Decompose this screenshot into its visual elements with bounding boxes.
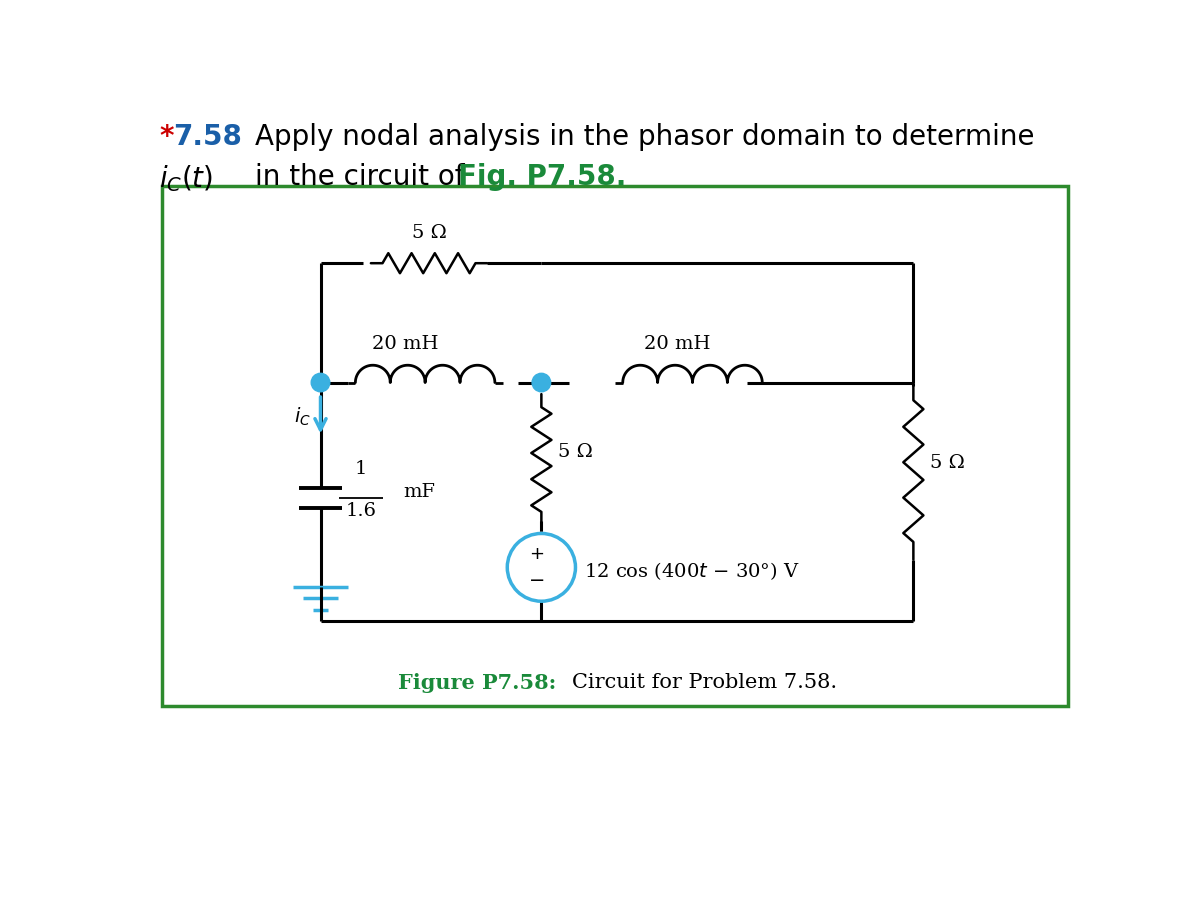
Text: 12 cos (400$t$ − 30°) V: 12 cos (400$t$ − 30°) V <box>584 561 800 582</box>
Circle shape <box>311 373 330 392</box>
Circle shape <box>532 373 551 392</box>
Text: 7.58: 7.58 <box>173 123 242 151</box>
Circle shape <box>508 533 576 602</box>
FancyBboxPatch shape <box>162 187 1068 706</box>
Text: in the circuit of: in the circuit of <box>254 163 473 191</box>
Text: 5 Ω: 5 Ω <box>558 443 593 460</box>
Text: 1: 1 <box>355 460 367 478</box>
Text: 5 Ω: 5 Ω <box>930 454 965 472</box>
Text: +: + <box>529 545 545 563</box>
Text: Apply nodal analysis in the phasor domain to determine: Apply nodal analysis in the phasor domai… <box>254 123 1034 151</box>
Text: $i_C$: $i_C$ <box>294 406 311 428</box>
Text: Figure P7.58:: Figure P7.58: <box>398 672 557 693</box>
Text: −: − <box>528 571 545 590</box>
Text: $i_C(t)$: $i_C(t)$ <box>160 163 214 194</box>
Text: 20 mH: 20 mH <box>372 335 439 353</box>
Text: Fig. P7.58.: Fig. P7.58. <box>458 163 626 191</box>
Text: *: * <box>160 123 174 151</box>
Text: 20 mH: 20 mH <box>643 335 710 353</box>
Text: mF: mF <box>403 483 436 501</box>
Text: Circuit for Problem 7.58.: Circuit for Problem 7.58. <box>572 673 838 693</box>
Text: 5 Ω: 5 Ω <box>412 224 446 242</box>
Text: 1.6: 1.6 <box>346 502 377 520</box>
